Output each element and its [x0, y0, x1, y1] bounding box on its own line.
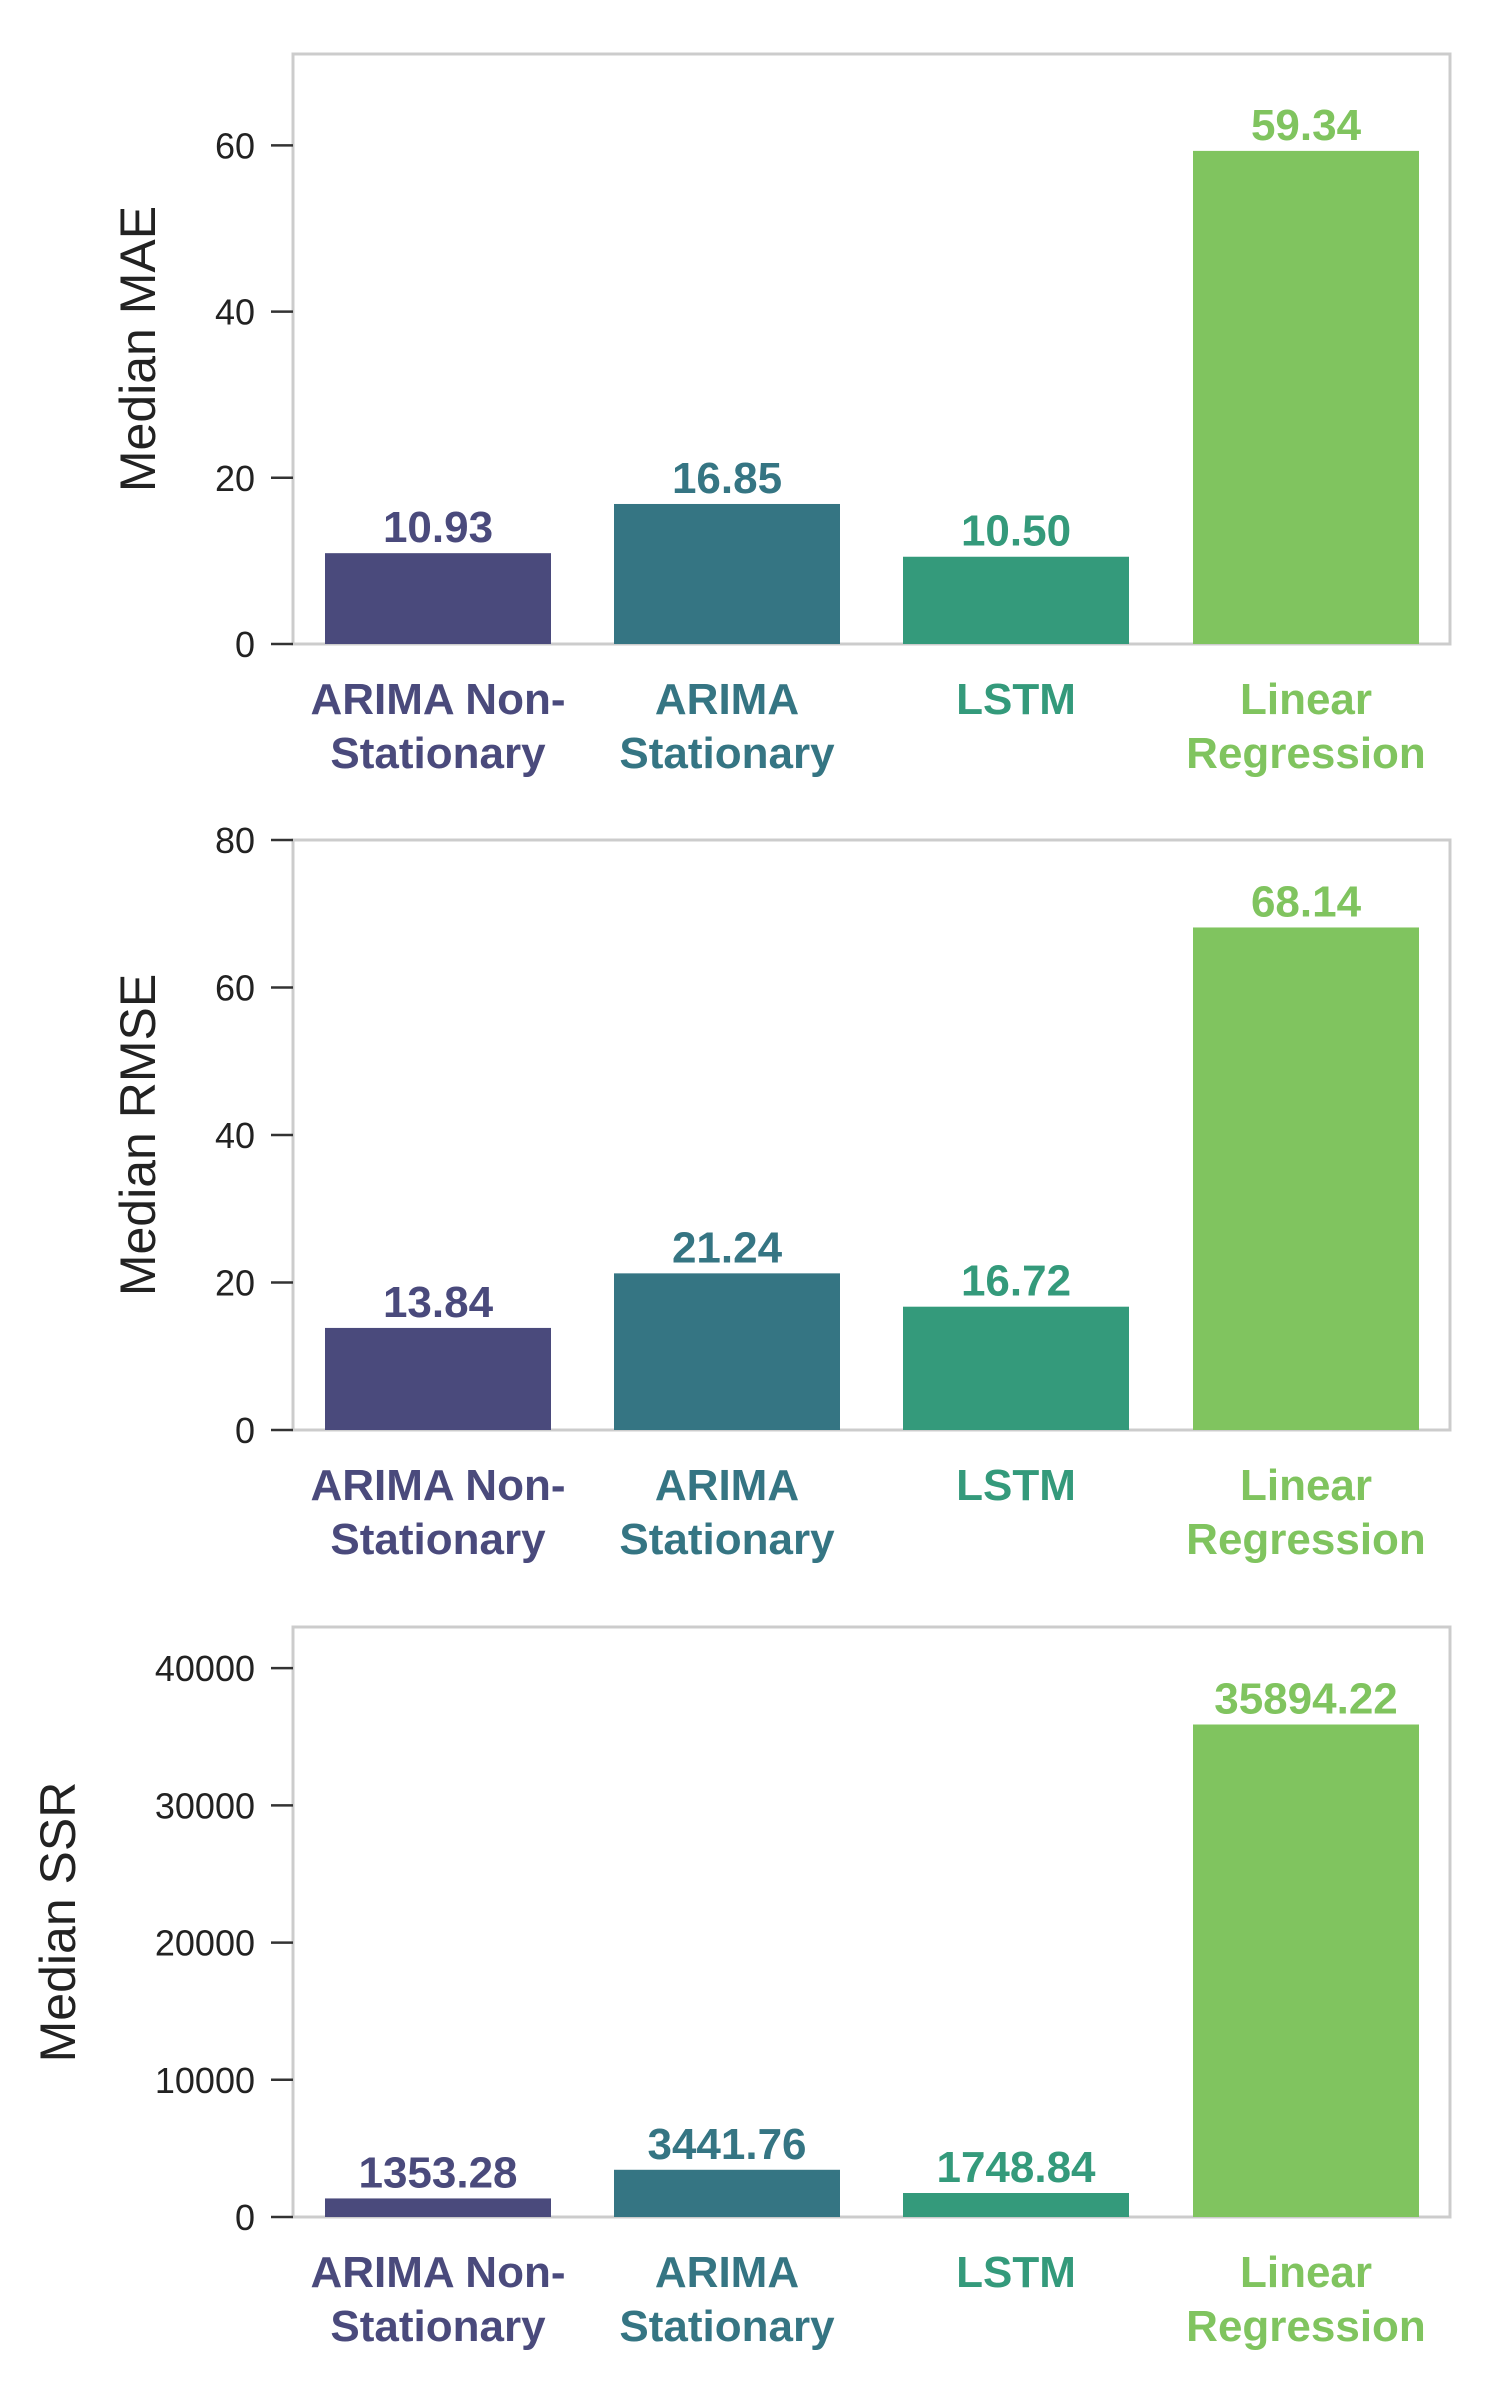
y-tick-label: 20000: [155, 1923, 255, 1964]
bar-value-label: 3441.76: [647, 2120, 806, 2169]
bar: [614, 2169, 840, 2217]
x-tick-label: Regression: [1186, 1515, 1426, 1564]
bar-value-label: 1748.84: [936, 2143, 1096, 2192]
x-tick-label: ARIMA Non-: [311, 1461, 566, 1510]
bar-value-label: 13.84: [383, 1278, 494, 1327]
x-tick-label: Regression: [1186, 2302, 1426, 2351]
x-tick-label: Stationary: [619, 2302, 835, 2351]
plot-frame: [291, 52, 1452, 646]
x-tick-label: ARIMA: [655, 2248, 799, 2297]
bar-value-label: 59.34: [1251, 101, 1362, 150]
bar-value-label: 68.14: [1251, 877, 1362, 926]
chart-panel-1: 0 20 40 60 Median MAE 10.93 ARIMA Non- Stationa…: [110, 52, 1452, 778]
bar-value-label: 10.93: [383, 503, 493, 552]
x-tick-label: Linear: [1240, 1461, 1372, 1510]
y-tick-label: 60: [215, 125, 255, 166]
y-tick-label: 80: [215, 820, 255, 861]
y-tick-label: 40: [215, 1115, 255, 1156]
bar: [903, 556, 1129, 644]
x-tick-label: ARIMA: [655, 1461, 799, 1510]
y-tick-label: 0: [235, 1410, 255, 1451]
x-tick-label: ARIMA: [655, 675, 799, 724]
x-tick-label: Stationary: [619, 1515, 835, 1564]
x-tick-label: Stationary: [619, 729, 835, 778]
x-tick-label: LSTM: [956, 1461, 1076, 1510]
y-tick-label: 20: [215, 1263, 255, 1304]
y-tick-label: 30000: [155, 1785, 255, 1826]
bar: [1193, 150, 1419, 645]
bar: [1193, 927, 1419, 1430]
bar-value-label: 21.24: [672, 1223, 783, 1272]
x-tick-label: Stationary: [330, 729, 546, 778]
bar: [614, 503, 840, 644]
y-tick-label: 40: [215, 292, 255, 333]
x-tick-label: ARIMA Non-: [311, 2248, 566, 2297]
bar-value-label: 16.85: [672, 454, 782, 503]
y-tick-label: 10000: [155, 2060, 255, 2101]
chart-panel-2: 0 20 40 60 80 Median RMSE 13.84 ARIMA Non- Stati…: [110, 820, 1452, 1564]
bar-value-label: 16.72: [961, 1257, 1071, 1306]
x-tick-label: Regression: [1186, 729, 1426, 778]
x-tick-label: LSTM: [956, 2248, 1076, 2297]
x-tick-label: LSTM: [956, 675, 1076, 724]
y-tick-label: 0: [235, 624, 255, 665]
bar-value-label: 35894.22: [1214, 1674, 1398, 1723]
bar: [325, 553, 551, 644]
bar: [903, 1306, 1129, 1430]
y-axis-label: Median SSR: [30, 1782, 86, 2063]
bar: [614, 1273, 840, 1430]
x-tick-label: Stationary: [330, 2302, 546, 2351]
bar: [903, 2193, 1129, 2217]
y-tick-label: 40000: [155, 1648, 255, 1689]
bar: [1193, 1724, 1419, 2217]
bar-value-label: 10.50: [961, 507, 1071, 556]
x-tick-label: Linear: [1240, 675, 1372, 724]
y-tick-label: 60: [215, 968, 255, 1009]
x-tick-label: Stationary: [330, 1515, 546, 1564]
y-tick-label: 0: [235, 2197, 255, 2238]
y-tick-label: 20: [215, 458, 255, 499]
y-axis-label: Median RMSE: [110, 974, 166, 1296]
bar: [325, 2198, 551, 2217]
bar: [325, 1327, 551, 1430]
bar-value-label: 1353.28: [358, 2148, 517, 2197]
chart-panel-3: 0 10000 20000 30000 40000 Median SSR 1353.28 AR…: [30, 1625, 1452, 2351]
x-tick-label: ARIMA Non-: [311, 675, 566, 724]
plot-frame: [291, 1625, 1452, 2219]
y-axis-label: Median MAE: [110, 206, 166, 492]
x-tick-label: Linear: [1240, 2248, 1372, 2297]
